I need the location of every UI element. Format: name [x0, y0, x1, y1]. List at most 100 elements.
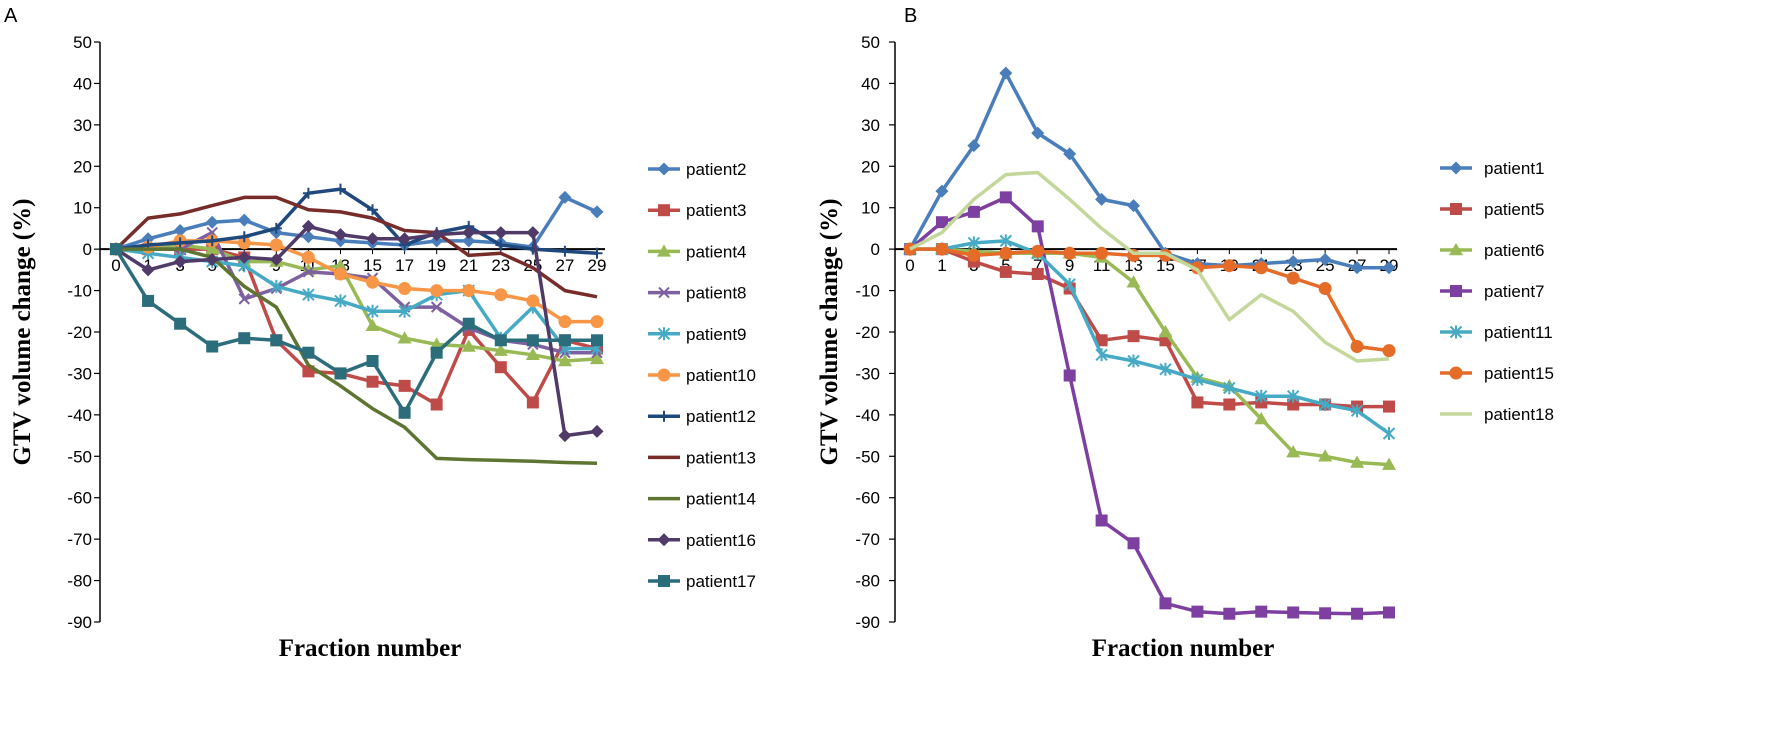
- chart-a-y-tick-label: 10: [73, 199, 92, 218]
- chart-b-y-axis-title: GTV volume change (%): [816, 199, 843, 466]
- chart-b-y-tick-label: 40: [861, 74, 880, 93]
- chart-b-series-patient1-point: [1382, 261, 1396, 275]
- chart-a-series-patient16-point: [398, 232, 412, 246]
- chart-a-series-patient12-point: [238, 231, 250, 243]
- chart-a-series-patient17-point: [591, 334, 603, 347]
- chart-b-series-patient11-point: [1095, 348, 1108, 362]
- chart-b-series-patient15-point: [935, 242, 949, 256]
- chart-a-legend-label: patient9: [686, 325, 747, 344]
- chart-a-y-tick-label: -30: [67, 364, 92, 383]
- chart-a-legend-label: patient13: [686, 448, 756, 467]
- chart-b-series-patient1-point: [1031, 126, 1045, 140]
- chart-a-legend-label: patient3: [686, 201, 747, 220]
- chart-a-series-patient12-point: [559, 245, 571, 257]
- chart-b-series-patient11-point: [967, 236, 981, 250]
- chart-b-series-patient11-point: [1127, 354, 1140, 368]
- chart-b-legend-label: patient7: [1484, 282, 1545, 301]
- chart-a-y-tick-label: 30: [73, 116, 92, 135]
- chart-a-series-patient17-point: [270, 334, 283, 347]
- chart-a-legend-item-patient12: patient12: [648, 407, 756, 426]
- chart-b-series-patient7-point: [967, 205, 980, 218]
- chart-b-y-tick-label: -80: [855, 572, 880, 591]
- chart-a-series-patient4-point: [461, 339, 476, 352]
- chart-a-series-patient10-point: [269, 238, 283, 252]
- chart-a-x-tick-label: 29: [588, 256, 607, 275]
- chart-a-series-patient17-point: [302, 346, 315, 359]
- chart-a-series-patient16-point: [462, 226, 476, 240]
- chart-a-legend-item-patient14: patient14: [648, 490, 756, 509]
- chart-b-series-patient7-point: [1191, 605, 1204, 618]
- chart-a-legend-label: patient16: [686, 531, 756, 550]
- chart-b-x-tick-label: 0: [905, 256, 914, 275]
- chart-b-legend-label: patient5: [1484, 200, 1545, 219]
- chart-a-series-patient8-point: [430, 301, 443, 313]
- chart-a-series-patient3-point: [494, 361, 507, 374]
- chart-b-series-patient11-point: [1063, 277, 1076, 291]
- chart-a-series-patient3-point: [398, 379, 411, 392]
- chart-a-series-patient2-line: [115, 195, 598, 251]
- chart-b-series-patient1-point: [935, 184, 949, 198]
- chart-b-series-patient7-point: [935, 216, 948, 229]
- chart-b-series-patient7-point: [1319, 607, 1332, 620]
- chart-a-series-patient9-point: [334, 294, 347, 308]
- chart-a-x-tick-label: 15: [363, 256, 382, 275]
- chart-a-series-patient16-point: [237, 250, 251, 264]
- chart-b-y-tick-label: -20: [855, 323, 880, 342]
- chart-b-series-patient7-point: [1287, 606, 1300, 619]
- chart-a-x-axis-title: Fraction number: [279, 635, 462, 662]
- chart-a-series-patient10-point: [526, 294, 540, 308]
- chart-a-series-patient9-point: [302, 288, 315, 302]
- chart-a-x-tick-label: 27: [555, 256, 574, 275]
- chart-b-series-patient5-point: [999, 265, 1012, 278]
- chart-b-series-patient6-point: [1350, 455, 1365, 468]
- chart-a-y-tick-label: -70: [67, 530, 92, 549]
- chart-b-series-patient15-point: [1382, 344, 1396, 358]
- chart-b-series-patient5-line: [910, 247, 1389, 409]
- chart-a-legend-marker: [658, 204, 670, 217]
- chart-b-y-tick-label: -30: [855, 364, 880, 383]
- chart-b-series-patient15-point: [1190, 261, 1204, 275]
- chart-b-series-patient15-point: [1254, 261, 1268, 275]
- chart-a-x-tick-label: 0: [111, 256, 120, 275]
- chart-a-series-patient10-point: [301, 250, 315, 264]
- chart-b-y-tick-label: 10: [861, 199, 880, 218]
- chart-a-series-patient12-point: [206, 235, 218, 247]
- chart-a-series-patient17-line: [114, 248, 597, 415]
- chart-b-series-patient6-line: [910, 247, 1390, 467]
- chart-b-y-tick-label: 0: [871, 240, 880, 259]
- chart-a-legend-item-patient4: patient4: [648, 242, 747, 261]
- chart-b-series-patient5-point: [1191, 396, 1204, 409]
- chart-a-series-patient16-point: [205, 253, 219, 266]
- chart-a-legend-marker: [658, 410, 670, 422]
- chart-a-series-patient4-point: [333, 258, 348, 271]
- chart-a-series-patient16-point: [430, 228, 444, 242]
- chart-a-series-patient9-point: [270, 279, 283, 293]
- chart-b-series-patient15-point: [903, 242, 917, 256]
- chart-a-legend-label: patient8: [686, 284, 747, 303]
- chart-b-series-patient7-point: [1159, 597, 1172, 610]
- chart-b-legend-marker: [1449, 243, 1463, 256]
- chart-a-series-patient4-line: [116, 243, 598, 363]
- chart-b-series-patient1-point: [1095, 192, 1109, 206]
- chart-b-legend-marker: [1449, 161, 1463, 175]
- chart-a-x-tick-label: 19: [427, 256, 446, 275]
- chart-a-series-patient2-point: [558, 190, 572, 204]
- chart-a-series-patient8-point: [238, 293, 250, 305]
- chart-b-legend-item-patient7: patient7: [1440, 282, 1545, 301]
- chart-b-series-patient7-point: [1255, 605, 1268, 618]
- chart-a-legend-item-patient2: patient2: [648, 160, 747, 179]
- chart-a-series-patient12-point: [174, 237, 186, 249]
- chart-b-x-tick-label: 7: [1033, 256, 1042, 275]
- chart-a-series-patient10-line: [115, 239, 597, 324]
- chart-b-legend-item-patient18: patient18: [1440, 405, 1554, 424]
- chart-b-series-patient11-point: [999, 234, 1013, 248]
- chart-a-series-patient16-point: [526, 226, 540, 240]
- chart-a-series-patient4-point: [365, 318, 380, 332]
- chart-a-legend-item-patient8: patient8: [648, 284, 747, 303]
- chart-a-series-patient12-point: [334, 183, 346, 195]
- chart-b-y-tick-label: -50: [855, 447, 880, 466]
- chart-a-series-patient4-point: [525, 347, 540, 361]
- chart-b-series-patient5-point: [1127, 330, 1140, 343]
- chart-b-series-patient15-point: [1063, 246, 1077, 260]
- chart-b-series-patient5-point: [1383, 400, 1395, 413]
